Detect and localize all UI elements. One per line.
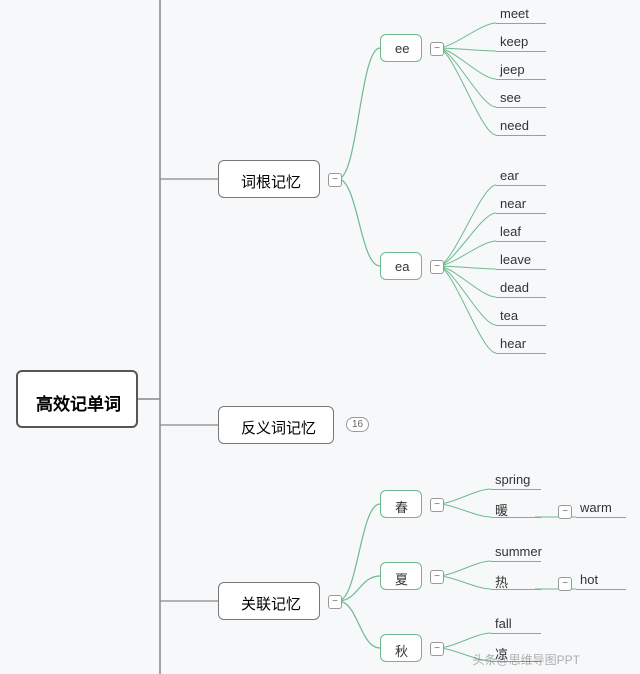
leaf-spring-0-underline: [491, 489, 541, 490]
level1-method2[interactable]: 反义词记忆: [218, 406, 334, 444]
leaf-ee-4-underline: [496, 135, 546, 136]
leaf-ee-4[interactable]: need: [500, 118, 529, 133]
level1-method1[interactable]: 词根记忆: [218, 160, 320, 198]
mindmap-canvas: 高效记单词词根记忆−反义词记忆16关联记忆−ee−meetkeepjeepsee…: [0, 0, 640, 674]
leaf-spring-1-sub-underline: [576, 517, 626, 518]
collapse-toggle[interactable]: −: [430, 570, 444, 584]
leaf-ea-5[interactable]: tea: [500, 308, 518, 323]
leaf-ea-2-underline: [496, 241, 546, 242]
connector-layer: [0, 0, 640, 674]
leaf-ea-1[interactable]: near: [500, 196, 526, 211]
root-node[interactable]: 高效记单词: [16, 370, 138, 428]
leaf-ea-2[interactable]: leaf: [500, 224, 521, 239]
collapse-toggle[interactable]: −: [558, 505, 572, 519]
level2-ea[interactable]: ea: [380, 252, 422, 280]
leaf-spring-1-underline: [491, 517, 541, 518]
collapse-toggle[interactable]: −: [328, 173, 342, 187]
leaf-summer-1-underline: [491, 589, 541, 590]
level2-summer[interactable]: 夏: [380, 562, 422, 590]
leaf-ea-6-underline: [496, 353, 546, 354]
leaf-ee-0[interactable]: meet: [500, 6, 529, 21]
collapse-toggle[interactable]: −: [430, 642, 444, 656]
collapse-toggle[interactable]: −: [558, 577, 572, 591]
collapse-toggle[interactable]: −: [430, 260, 444, 274]
level2-autumn[interactable]: 秋: [380, 634, 422, 662]
leaf-ea-6[interactable]: hear: [500, 336, 526, 351]
leaf-autumn-0-underline: [491, 633, 541, 634]
leaf-ee-1-underline: [496, 51, 546, 52]
leaf-ea-3[interactable]: leave: [500, 252, 531, 267]
collapse-toggle[interactable]: −: [328, 595, 342, 609]
count-badge[interactable]: 16: [346, 417, 369, 432]
leaf-ee-3-underline: [496, 107, 546, 108]
collapse-toggle[interactable]: −: [430, 498, 444, 512]
leaf-ee-3[interactable]: see: [500, 90, 521, 105]
leaf-autumn-0[interactable]: fall: [495, 616, 512, 631]
watermark-text: 头条@思维导图PPT: [472, 651, 580, 668]
leaf-ea-1-underline: [496, 213, 546, 214]
collapse-toggle[interactable]: −: [430, 42, 444, 56]
leaf-spring-0[interactable]: spring: [495, 472, 530, 487]
leaf-ee-0-underline: [496, 23, 546, 24]
leaf-ea-0[interactable]: ear: [500, 168, 519, 183]
leaf-ea-4-underline: [496, 297, 546, 298]
level2-ee[interactable]: ee: [380, 34, 422, 62]
leaf-ea-3-underline: [496, 269, 546, 270]
leaf-spring-1-sub[interactable]: warm: [580, 500, 612, 515]
leaf-ee-2[interactable]: jeep: [500, 62, 525, 77]
leaf-ee-2-underline: [496, 79, 546, 80]
leaf-summer-1-sub[interactable]: hot: [580, 572, 598, 587]
leaf-ea-5-underline: [496, 325, 546, 326]
level2-spring[interactable]: 春: [380, 490, 422, 518]
level1-method3[interactable]: 关联记忆: [218, 582, 320, 620]
leaf-ea-4[interactable]: dead: [500, 280, 529, 295]
leaf-ee-1[interactable]: keep: [500, 34, 528, 49]
leaf-summer-1-sub-underline: [576, 589, 626, 590]
leaf-summer-0[interactable]: summer: [495, 544, 542, 559]
leaf-summer-0-underline: [491, 561, 541, 562]
leaf-ea-0-underline: [496, 185, 546, 186]
